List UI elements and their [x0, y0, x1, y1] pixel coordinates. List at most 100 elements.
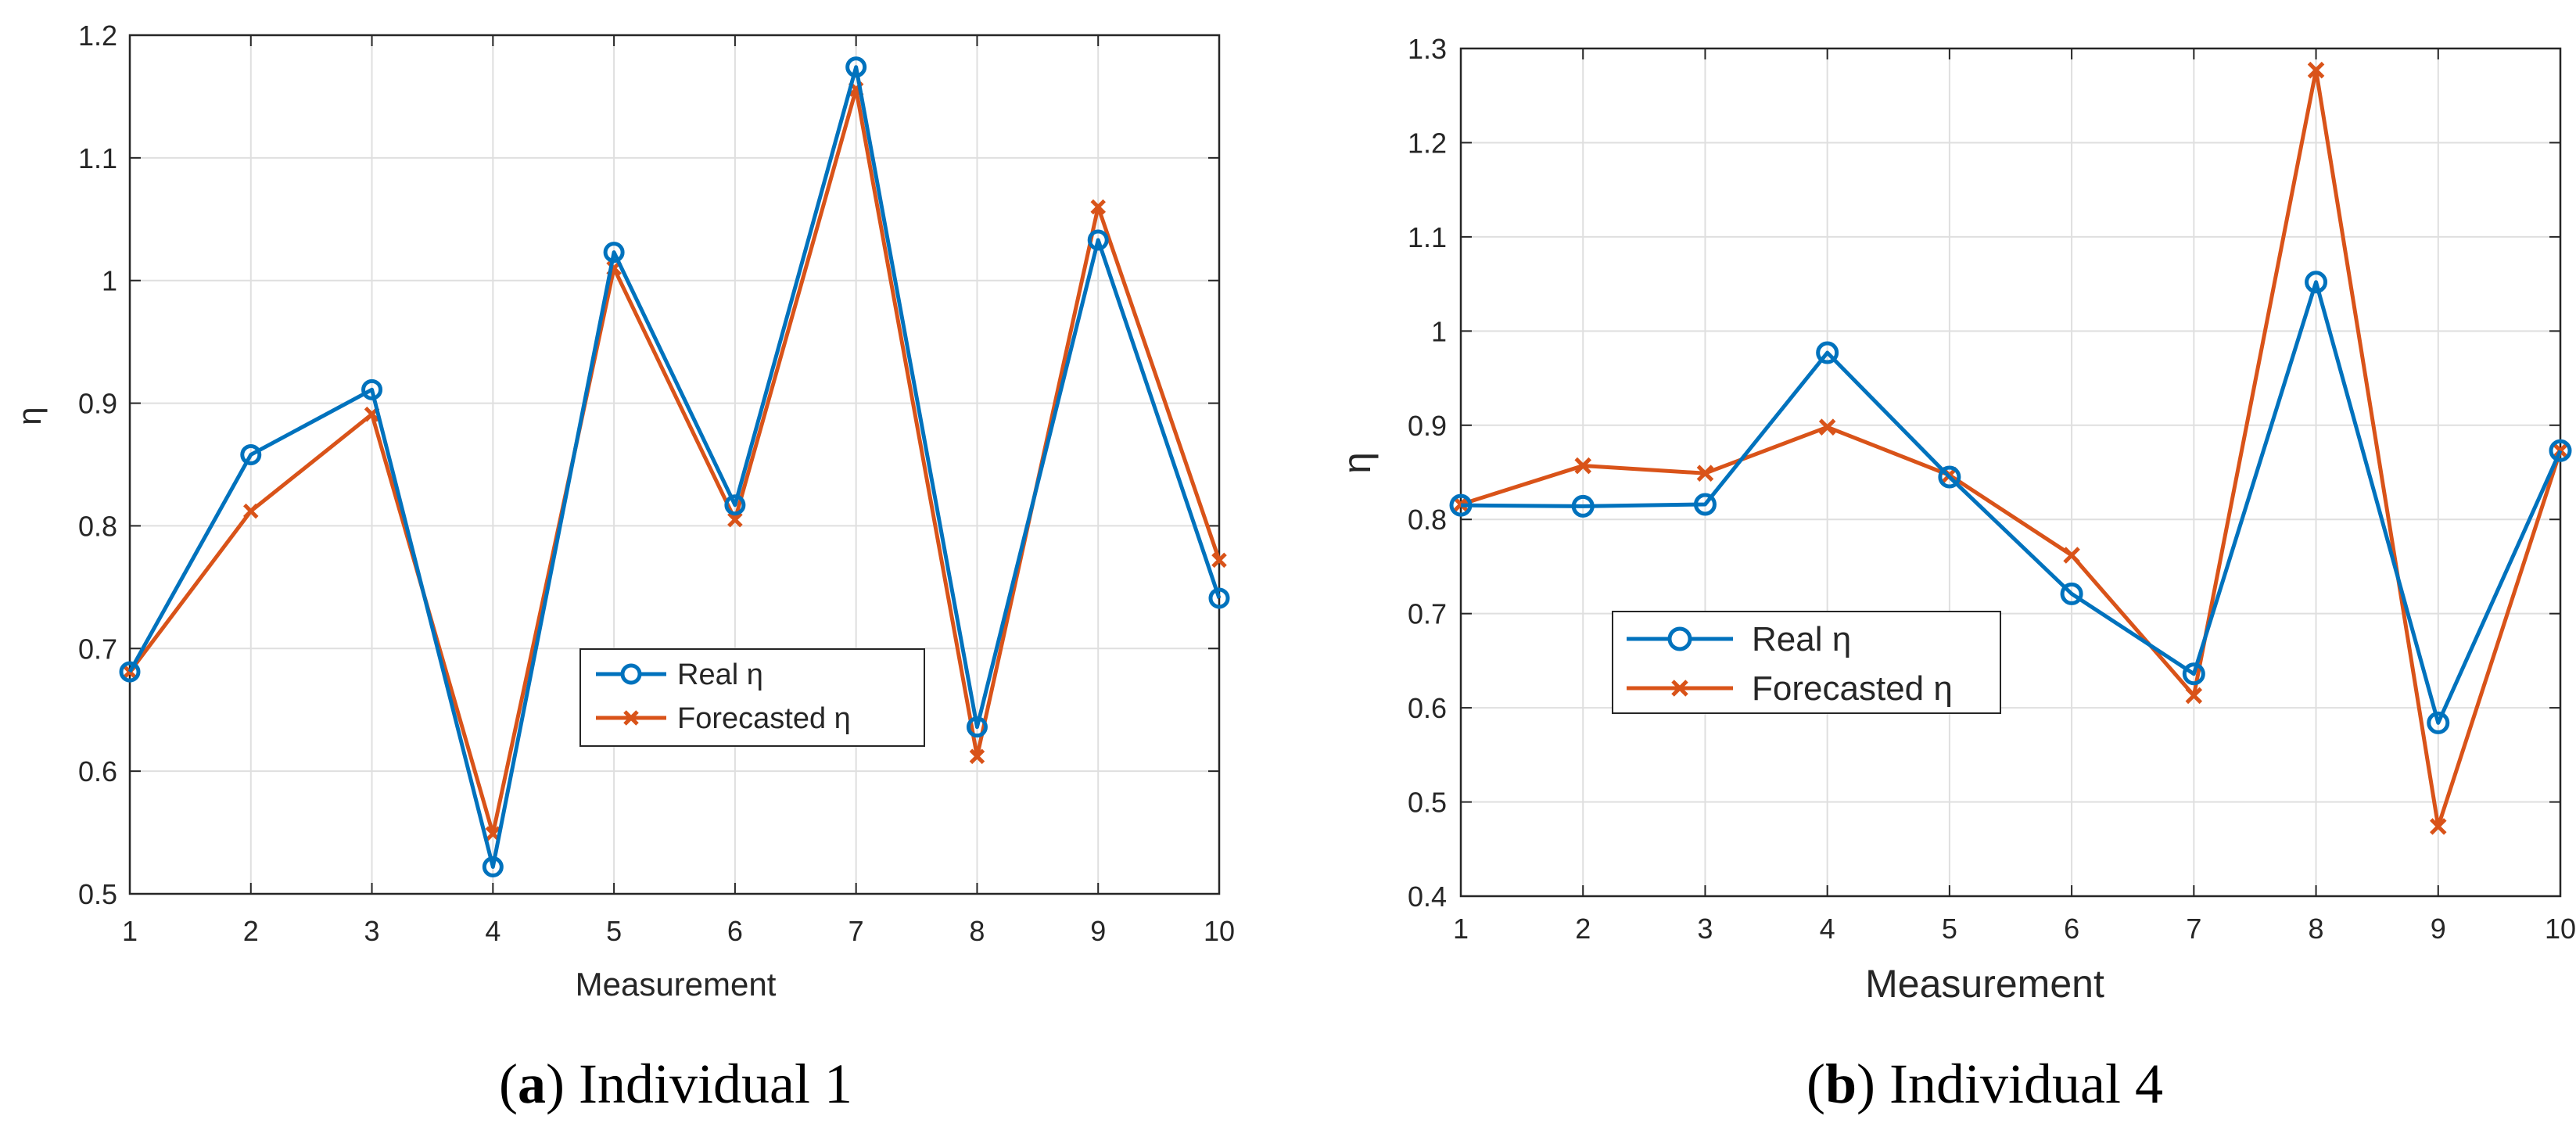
forecast-data-point: [969, 748, 985, 765]
real-data-point: [240, 443, 262, 465]
y-tick-label: 1: [1431, 315, 1447, 347]
real-data-point: [966, 716, 988, 738]
y-tick-label: 0.4: [1408, 881, 1447, 913]
forecast-data-point: [243, 503, 259, 519]
x-tick-label: 9: [1090, 915, 1106, 947]
real-data-point: [119, 661, 141, 683]
chart-panel-a: 1 2 3 4 5 6 7 8 9 10 0.5 0.6 0.7 0.8 0.9 1 1.1 1.2 η Meas…: [11, 20, 1235, 1115]
x-tick-label: 8: [969, 915, 985, 947]
legend-real-marker: [620, 663, 642, 685]
y-tick-label: 1.2: [1408, 127, 1447, 159]
legend-forecast-label: Forecasted η: [677, 702, 851, 735]
forecast-data-point: [2185, 687, 2203, 705]
real-data-point: [845, 56, 867, 78]
real-data-point: [1693, 493, 1717, 516]
y-tick-label: 0.6: [78, 755, 117, 787]
x-tick-label: 10: [2545, 913, 2576, 945]
real-data-point: [2182, 662, 2205, 686]
y-tick-label: 0.7: [78, 633, 117, 665]
x-tick-label: 3: [364, 915, 380, 947]
real-data-point: [1449, 493, 1473, 517]
x-tick-label: 6: [727, 915, 743, 947]
legend-forecast-label: Forecasted η: [1752, 669, 1953, 708]
forecast-data-point: [1818, 418, 1836, 436]
y-tick-label: 0.8: [1408, 504, 1447, 536]
forecast-data-point: [1211, 552, 1227, 569]
x-tick-label: 6: [2064, 913, 2079, 945]
legend-real-marker: [1667, 626, 1692, 651]
legend-forecast-marker: [1671, 680, 1688, 697]
x-tick-label: 8: [2309, 913, 2324, 945]
real-data-point: [2060, 582, 2083, 605]
real-data-point: [361, 378, 383, 400]
forecast-data-point: [2307, 61, 2325, 79]
plot-background: [1461, 48, 2560, 896]
x-axis-label: Measurement: [1865, 962, 2104, 1006]
x-tick-label: 4: [485, 915, 500, 947]
plot-background: [130, 35, 1219, 894]
caption: (b) Individual 4: [1806, 1053, 2163, 1115]
real-data-point: [1938, 465, 1961, 489]
real-data-point: [603, 242, 625, 264]
forecast-data-point: [1452, 496, 1469, 513]
y-tick-label: 0.9: [1408, 410, 1447, 442]
x-tick-label: 5: [1942, 913, 1957, 945]
axes-box: [1459, 47, 2562, 898]
forecast-series-line: [1460, 68, 2563, 829]
real-data-point: [482, 856, 504, 877]
forecast-data-point: [727, 511, 743, 528]
legend-box: [579, 648, 925, 747]
x-tick-label: 5: [606, 915, 622, 947]
forecast-data-point: [1574, 457, 1591, 475]
forecast-data-point: [2430, 818, 2447, 835]
real-data-point: [1571, 494, 1595, 518]
y-tick-label: 0.5: [78, 878, 117, 910]
real-data-point: [724, 494, 746, 516]
real-data-point: [2549, 439, 2572, 462]
axes-box: [128, 34, 1221, 895]
real-data-point: [1208, 587, 1230, 609]
legend-real-label: Real η: [1752, 620, 1851, 658]
x-tick-label: 10: [1204, 915, 1235, 947]
legend-real-label: Real η: [677, 658, 763, 691]
real-data-point: [2427, 711, 2450, 734]
x-tick-label: 3: [1697, 913, 1713, 945]
x-tick-label: 7: [849, 915, 864, 947]
x-tick-label: 2: [1575, 913, 1591, 945]
forecast-data-point: [1090, 199, 1106, 215]
legend: Real η Forecasted η: [579, 648, 925, 747]
caption-letter: a: [518, 1053, 546, 1115]
x-tick-label: 7: [2186, 913, 2201, 945]
y-axis-label: η: [11, 407, 48, 425]
real-data-point: [1816, 341, 1839, 364]
y-tick-label: 0.5: [1408, 787, 1447, 819]
x-axis-label: Measurement: [576, 966, 777, 1003]
real-series-line: [127, 65, 1222, 869]
real-series-line: [1460, 280, 2563, 725]
y-tick-label: 1.1: [1408, 221, 1447, 253]
caption: (a) Individual 1: [499, 1053, 852, 1115]
x-tick-label: 1: [1453, 913, 1469, 945]
real-data-point: [2305, 271, 2328, 294]
y-tick-label: 0.9: [78, 388, 117, 420]
forecast-data-point: [2063, 547, 2080, 564]
y-tick-label: 0.8: [78, 510, 117, 542]
y-tick-label: 1.3: [1408, 33, 1447, 65]
legend: Real η Forecasted η: [1612, 611, 2001, 714]
y-axis-label: η: [1335, 452, 1379, 474]
forecast-data-point: [1696, 465, 1714, 482]
y-tick-label: 1: [102, 265, 117, 297]
caption-text: Individual 4: [1889, 1053, 2163, 1115]
y-tick-label: 1.2: [78, 20, 117, 52]
y-tick-label: 0.7: [1408, 598, 1447, 630]
plot-area: 1 2 3 4 5 6 7 8 9 10 0.5 0.6 0.7 0.8 0.9 1 1.1 1.2: [78, 20, 1235, 947]
caption-letter: b: [1825, 1053, 1857, 1115]
chart-panel-b: 1 2 3 4 5 6 7 8 9 100.40.50.60.70.80.911.11.21.3 …: [1335, 33, 2576, 1115]
y-tick-label: 1.1: [78, 142, 117, 174]
legend-forecast-marker: [623, 710, 639, 726]
x-tick-label: 9: [2431, 913, 2446, 945]
caption-text: Individual 1: [579, 1053, 852, 1115]
y-tick-label: 0.6: [1408, 692, 1447, 724]
plot-area: 1 2 3 4 5 6 7 8 9 10 0.4 0.5 0.6 0.7 0.8 0.9 1 1.1 1.2 1.3: [1408, 33, 2576, 945]
